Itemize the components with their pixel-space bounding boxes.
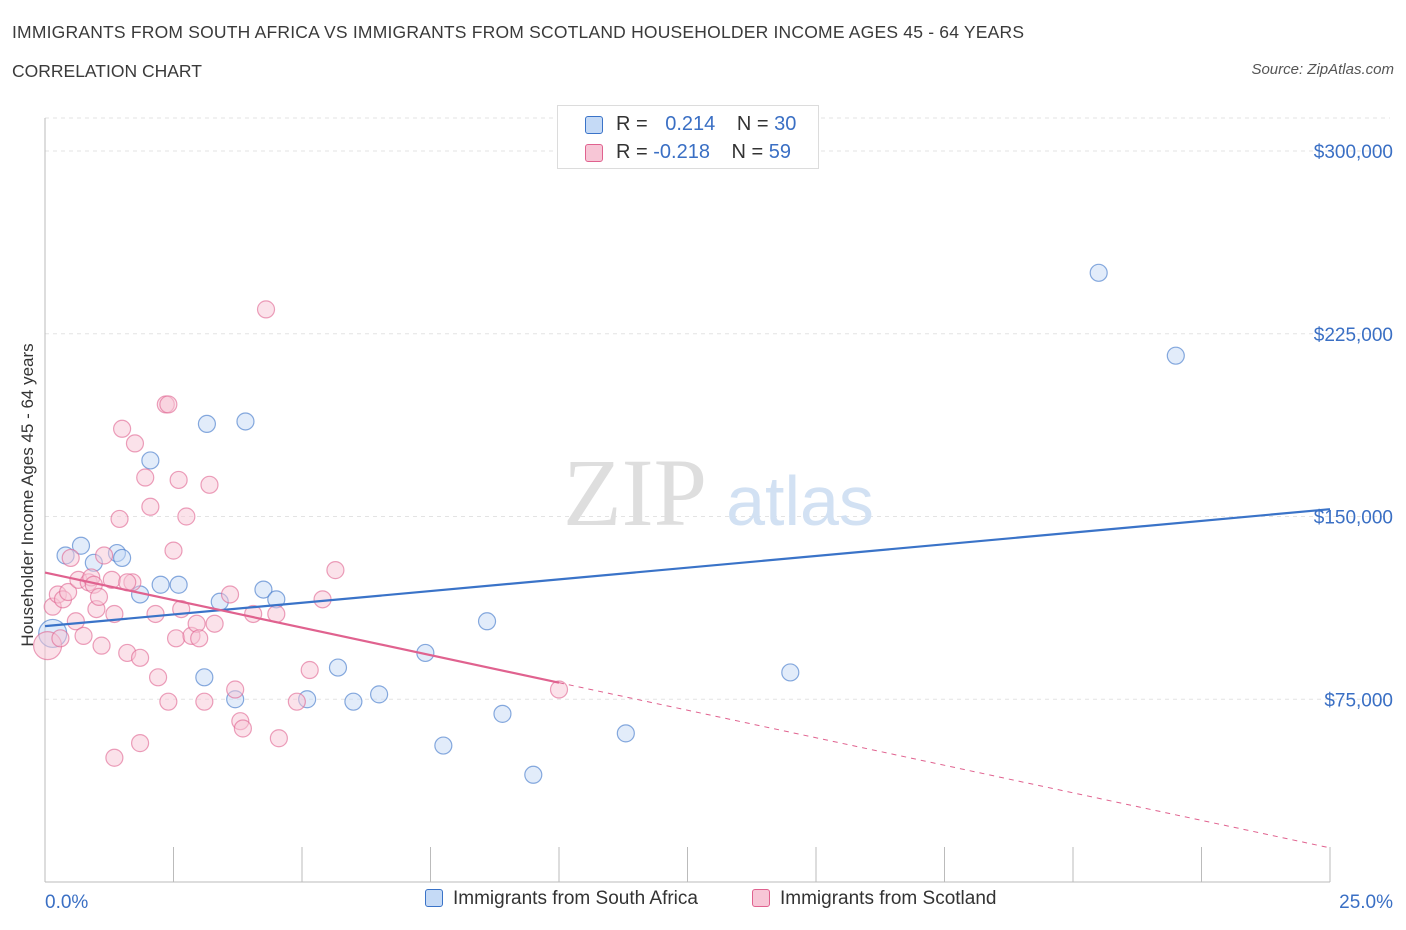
south-africa-point [169, 575, 188, 594]
south-africa-point [493, 704, 512, 723]
scotland-point [110, 509, 129, 529]
n-label: N = [736, 113, 769, 135]
scotland-point [130, 734, 150, 753]
legend-item-scotland: Immigrants from Scotland [752, 888, 996, 910]
scotland-point [226, 680, 245, 699]
scotland-point [159, 395, 178, 414]
blue-swatch-icon [585, 116, 603, 134]
south-africa-point [1166, 346, 1185, 365]
scotland-point [136, 468, 155, 487]
y-tick-label: $75,000 [1324, 690, 1393, 711]
legend-label: Immigrants from South Africa [453, 888, 698, 909]
n-value: 30 [774, 113, 797, 135]
scotland-point [233, 719, 252, 738]
scotland-point [205, 614, 224, 633]
scotland-trend-extension [558, 682, 1331, 849]
legend-item-south-africa: Immigrants from South Africa [425, 888, 698, 910]
south-africa-point [254, 580, 273, 599]
scotland-point [146, 604, 165, 624]
south-africa-point [477, 612, 497, 631]
south-africa-point [197, 414, 217, 434]
y-tick-label: $300,000 [1314, 142, 1393, 163]
blue-swatch-icon [425, 889, 443, 907]
south-africa-point [370, 685, 389, 704]
scotland-point [159, 692, 178, 711]
south-africa-point [1089, 263, 1108, 282]
scotland-point [195, 692, 214, 711]
scotland-trend-line [44, 571, 560, 684]
scotland-point [105, 604, 124, 624]
south-africa-point [112, 548, 132, 568]
scotland-point [220, 585, 240, 604]
south-africa-point [524, 765, 543, 784]
r-value: 0.214 [665, 113, 716, 135]
scotland-point [549, 680, 569, 699]
scotland-point [95, 546, 114, 565]
south-africa-point [236, 412, 255, 431]
scotland-point [59, 582, 78, 602]
legend-row-scotland: R = -0.218 N = 59 [558, 139, 820, 167]
legend-label: Immigrants from Scotland [780, 888, 997, 909]
south-africa-point [151, 575, 170, 594]
scotland-point [66, 612, 85, 631]
r-value: -0.218 [653, 141, 710, 163]
south-africa-point [781, 663, 800, 682]
source-label: Source: ZipAtlas.com [1251, 61, 1394, 78]
south-africa-point [71, 536, 91, 555]
watermark-atlas: atlas [726, 462, 874, 540]
south-africa-point [434, 736, 453, 755]
watermark-zip: ZIP [563, 439, 707, 546]
scotland-point [74, 626, 93, 645]
r-label: R = [616, 141, 648, 163]
south-africa-point [344, 692, 363, 711]
series-legend: Immigrants from South Africa Immigrants … [0, 888, 1406, 918]
scotland-point [190, 629, 209, 648]
chart-title: IMMIGRANTS FROM SOUTH AFRICA VS IMMIGRAN… [12, 22, 1025, 42]
x-tick-label: 0.0% [45, 892, 88, 913]
scotland-point [169, 470, 188, 490]
south-africa-point [616, 724, 635, 743]
south-africa-point [141, 451, 160, 470]
x-tick-label: 25.0% [1339, 892, 1393, 913]
pink-swatch-icon [585, 144, 603, 162]
y-axis-label: Householder Income Ages 45 - 64 years [18, 343, 37, 647]
y-tick-label: $225,000 [1314, 325, 1393, 346]
scotland-point [148, 668, 168, 687]
scotland-point [141, 497, 160, 516]
chart-subtitle: CORRELATION CHART [12, 61, 202, 81]
correlation-legend: R = 0.214 N = 30 R = -0.218 N = 59 [557, 105, 819, 169]
scotland-point [92, 636, 111, 655]
scotland-point [125, 434, 145, 453]
scotland-point [200, 475, 219, 494]
legend-row-south-africa: R = 0.214 N = 30 [558, 111, 820, 139]
n-value: 59 [768, 141, 792, 163]
south-africa-point [195, 668, 214, 687]
scotland-point [105, 748, 124, 767]
scotland-point [166, 629, 186, 648]
r-label: R = [616, 113, 648, 135]
south-africa-trend-line [44, 508, 1331, 628]
scotland-point [269, 729, 288, 748]
scotland-point [164, 541, 183, 560]
scotland-point [51, 629, 70, 648]
scotland-point [287, 692, 306, 711]
scotland-point [256, 300, 276, 319]
scotland-point [130, 648, 150, 667]
scotland-point [112, 419, 132, 438]
scotland-point [61, 548, 80, 568]
scotland-point [300, 660, 319, 680]
scotland-point [177, 507, 196, 526]
scotland-point [326, 561, 345, 580]
y-tick-label: $150,000 [1314, 508, 1393, 529]
n-label: N = [731, 141, 764, 163]
scotland-point [89, 587, 109, 607]
south-africa-point [328, 658, 348, 677]
pink-swatch-icon [752, 889, 770, 907]
